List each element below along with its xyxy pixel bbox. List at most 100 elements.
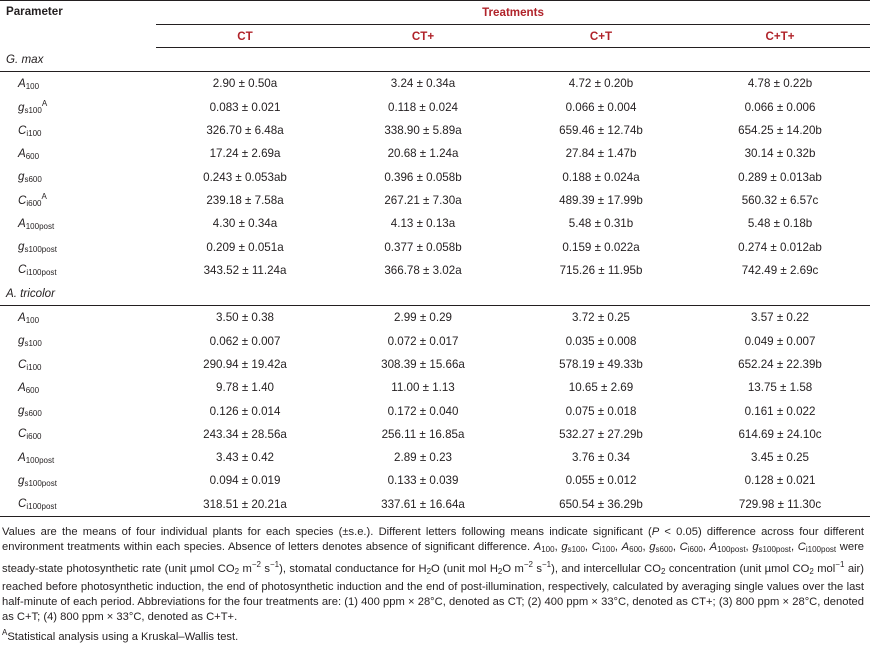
value-cell-ct-plus: 3.24 ± 0.34a <box>390 77 456 91</box>
table-footnote: Values are the means of four individual … <box>0 517 870 645</box>
table-row: A600 17.24 ± 2.69a 20.68 ± 1.24a 27.84 ± 1.… <box>0 142 870 165</box>
table-row: Ci600 243.34 ± 28.56a 256.11 ± 16.85a 532.2… <box>0 423 870 446</box>
footnote-marker: A <box>2 628 8 638</box>
value-cell-ct: 17.24 ± 2.69a <box>209 147 281 161</box>
parameter-subscript: 100post <box>25 221 55 231</box>
value-cell-c-plus-t: 715.26 ± 11.95b <box>559 263 643 277</box>
value-cell-c-plus-t: 532.27 ± 27.29b <box>559 427 643 441</box>
value-cell-ct-plus: 11.00 ± 1.13 <box>391 381 455 395</box>
column-header-c-plus-t: C+T <box>512 24 690 48</box>
parameter-subscript: i100post <box>26 502 57 512</box>
value-cell-ct: 2.90 ± 0.50a <box>212 77 278 91</box>
parameter-symbol: C <box>18 123 27 137</box>
column-header-ct-plus: CT+ <box>334 24 512 48</box>
value-cell-c-plus-t: 659.46 ± 12.74b <box>559 124 643 138</box>
parameter-subscript: i100 <box>26 128 42 138</box>
value-cell-ct-plus: 338.90 ± 5.89a <box>384 124 462 138</box>
footnote-kruskal-wallis-text: Statistical analysis using a Kruskal–Wal… <box>7 631 239 644</box>
parameter-superscript: A <box>41 99 48 109</box>
parameter-subscript: 100 <box>25 315 40 325</box>
parameter-symbol: A <box>18 146 26 160</box>
parameter-symbol: A <box>18 216 26 230</box>
value-cell-c-plus-t-plus: 3.45 ± 0.25 <box>751 451 809 465</box>
table-row: gs100post 0.094 ± 0.019 0.133 ± 0.039 0.055… <box>0 469 870 492</box>
table-row: gs600 0.243 ± 0.053ab 0.396 ± 0.058b 0.188 … <box>0 165 870 188</box>
value-cell-ct-plus: 4.13 ± 0.13a <box>390 217 456 231</box>
parameter-subscript: i600 <box>26 199 42 209</box>
column-header-ct: CT <box>156 24 334 48</box>
value-cell-c-plus-t-plus: 30.14 ± 0.32b <box>744 147 816 161</box>
value-cell-c-plus-t-plus: 654.25 ± 14.20b <box>738 124 822 138</box>
parameter-symbol: g <box>18 404 25 418</box>
table-row: Ci100 326.70 ± 6.48a 338.90 ± 5.89a 659.46 … <box>0 119 870 142</box>
parameter-symbol: C <box>18 194 27 208</box>
parameter-symbol: g <box>18 170 25 184</box>
parameter-subscript: s600 <box>24 175 42 185</box>
value-cell-c-plus-t-plus: 0.161 ± 0.022 <box>744 404 816 418</box>
value-cell-c-plus-t: 10.65 ± 2.69 <box>568 381 634 395</box>
value-cell-c-plus-t: 0.075 ± 0.018 <box>565 404 637 418</box>
value-cell-c-plus-t: 4.72 ± 0.20b <box>568 77 634 91</box>
parameter-name: Ci600A <box>0 189 156 212</box>
value-cell-ct: 290.94 ± 19.42a <box>203 358 287 371</box>
parameter-name: gs100A <box>0 96 156 119</box>
parameter-subscript: s600 <box>24 409 42 419</box>
parameter-superscript: A <box>41 192 47 202</box>
value-cell-ct: 0.094 ± 0.019 <box>209 474 281 488</box>
value-cell-ct-plus: 20.68 ± 1.24a <box>387 147 459 161</box>
value-cell-c-plus-t: 650.54 ± 36.29b <box>512 492 690 517</box>
value-cell-ct: 343.52 ± 11.24a <box>203 263 287 277</box>
parameter-name: A100post <box>0 446 156 469</box>
value-cell-c-plus-t-plus: 0.128 ± 0.021 <box>744 474 816 488</box>
table-row: A100 3.50 ± 0.38 2.99 ± 0.29 3.72 ± 0.25 3.5… <box>0 306 870 330</box>
value-cell-ct-plus: 2.89 ± 0.23 <box>394 451 452 465</box>
parameter-header: Parameter <box>6 5 63 18</box>
value-cell-ct-plus: 366.78 ± 3.02a <box>384 263 462 277</box>
value-cell-c-plus-t-plus: 5.48 ± 0.18b <box>747 217 813 231</box>
table-row: A100 2.90 ± 0.50a 3.24 ± 0.34a 4.72 ± 0.20b… <box>0 72 870 96</box>
parameter-subscript: s100post <box>24 478 57 488</box>
value-cell-ct-plus: 2.99 ± 0.29 <box>394 311 452 325</box>
parameter-name: gs100 <box>0 330 156 353</box>
parameter-name: A100 <box>0 306 156 330</box>
parameter-name: A100 <box>0 72 156 96</box>
value-cell-ct-plus: 267.21 ± 7.30a <box>384 193 462 207</box>
footnote-kruskal-wallis: AStatistical analysis using a Kruskal–Wa… <box>2 625 864 645</box>
value-cell-c-plus-t-plus: 614.69 ± 24.10c <box>738 427 822 441</box>
table-row: A100post 4.30 ± 0.34a 4.13 ± 0.13a 5.48 ± 0… <box>0 212 870 235</box>
value-cell-c-plus-t-plus: 3.57 ± 0.22 <box>751 311 809 325</box>
parameter-subscript: s100 <box>24 106 42 116</box>
value-cell-c-plus-t: 0.035 ± 0.008 <box>565 334 637 348</box>
column-header-c-plus-t-plus: C+T+ <box>690 24 870 48</box>
value-cell-ct: 3.50 ± 0.38 <box>216 311 274 325</box>
value-cell-c-plus-t: 0.188 ± 0.024a <box>562 170 640 184</box>
parameter-symbol: g <box>18 240 25 254</box>
table-row: A600 9.78 ± 1.40 11.00 ± 1.13 10.65 ± 2.69 1… <box>0 376 870 399</box>
parameter-symbol: C <box>18 263 27 277</box>
parameter-subscript: 600 <box>25 385 40 395</box>
parameter-symbol: C <box>18 357 27 371</box>
value-cell-ct-plus: 0.396 ± 0.058b <box>384 170 462 184</box>
species-group-row: A. tricolor <box>0 281 870 307</box>
parameter-subscript: 100 <box>25 81 40 91</box>
parameter-symbol: g <box>18 473 25 487</box>
table-row: Ci100 290.94 ± 19.42a 308.39 ± 15.66a 578.1… <box>0 353 870 376</box>
parameter-name: Ci100 <box>0 119 156 142</box>
parameter-name: Ci100post <box>0 259 156 282</box>
parameter-symbol: g <box>18 101 25 115</box>
treatments-header: Treatments <box>156 0 870 25</box>
results-table: Parameter Treatments CT CT+ C+T C+T+ G. … <box>0 0 870 517</box>
value-cell-ct: 0.062 ± 0.007 <box>209 334 281 348</box>
parameter-name: Ci600 <box>0 423 156 446</box>
species-name: G. max <box>0 47 870 73</box>
value-cell-ct-plus: 337.61 ± 16.64a <box>334 492 512 517</box>
value-cell-c-plus-t-plus: 0.066 ± 0.006 <box>744 100 816 114</box>
value-cell-ct: 243.34 ± 28.56a <box>203 427 287 441</box>
value-cell-ct: 0.209 ± 0.051a <box>206 240 284 254</box>
parameter-subscript: s100post <box>24 245 57 255</box>
parameter-subscript: i100 <box>26 362 42 372</box>
value-cell-c-plus-t-plus: 4.78 ± 0.22b <box>747 77 813 91</box>
table-row: gs600 0.126 ± 0.014 0.172 ± 0.040 0.075 ± 0… <box>0 399 870 422</box>
parameter-subscript: s100 <box>24 339 42 349</box>
value-cell-ct: 0.126 ± 0.014 <box>209 404 281 418</box>
